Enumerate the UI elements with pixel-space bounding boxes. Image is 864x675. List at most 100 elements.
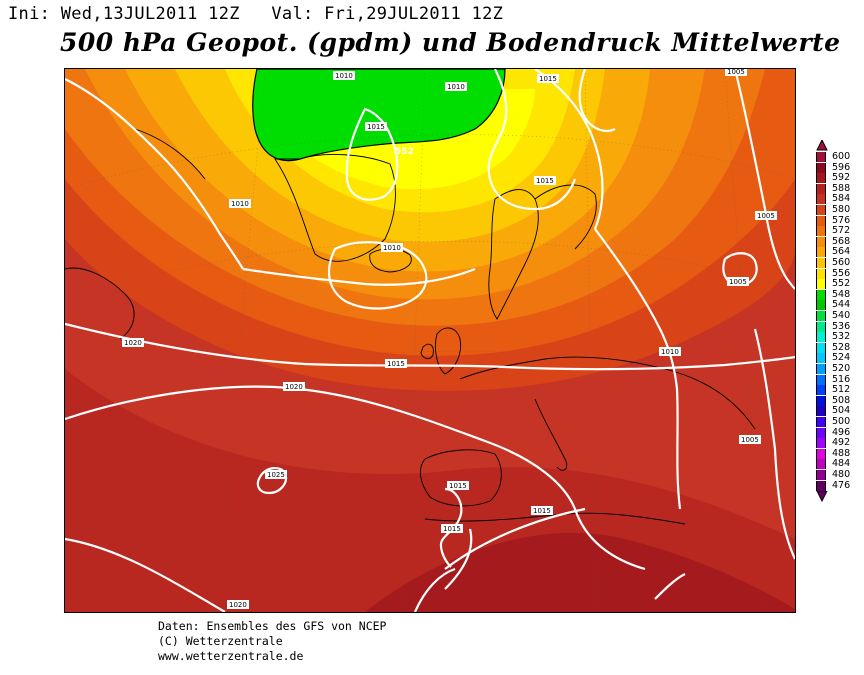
isobar-label: 1010 <box>383 244 401 252</box>
legend-label: 512 <box>832 384 851 396</box>
isobar-label: 1015 <box>533 507 551 515</box>
footer-data-source: Daten: Ensembles des GFS von NCEP <box>158 619 387 633</box>
legend-swatch <box>816 427 826 438</box>
legend-swatch <box>816 374 826 385</box>
legend-label: 560 <box>832 257 851 268</box>
legend-entry: 476 <box>816 479 864 491</box>
legend-label: 536 <box>832 320 851 332</box>
isobar-label: 1020 <box>124 339 142 347</box>
legend-entry: 508 <box>816 394 864 406</box>
legend-entry: 520 <box>816 363 864 374</box>
legend-entry: 544 <box>816 299 864 311</box>
legend-swatch <box>816 215 826 226</box>
legend-entry: 524 <box>816 352 864 364</box>
map-svg: 552 <box>65 69 795 612</box>
legend-swatch <box>816 385 826 396</box>
legend-entry: 512 <box>816 384 864 396</box>
page-title: 500 hPa Geopot. (gpdm) und Bodendruck Mi… <box>60 28 841 57</box>
legend-swatch <box>816 226 826 237</box>
legend-label: 556 <box>832 267 851 279</box>
isobar-label: 1010 <box>661 348 679 356</box>
legend-swatch <box>816 448 826 459</box>
isobar-label: 1005 <box>741 436 759 444</box>
isobar-label: 1020 <box>229 601 247 609</box>
legend-swatch <box>816 311 826 321</box>
isobar-label: 1020 <box>285 383 303 391</box>
legend-top-arrow <box>816 140 828 151</box>
legend-label: 504 <box>832 405 851 417</box>
legend-swatch <box>816 470 826 480</box>
isobar-label: 1010 <box>447 83 465 91</box>
legend-entry: 528 <box>816 341 864 353</box>
legend-swatch <box>816 194 826 205</box>
legend-entry: 484 <box>816 458 864 470</box>
isobar-label: 1015 <box>449 482 467 490</box>
legend-label: 552 <box>832 278 851 290</box>
legend-entry: 492 <box>816 437 864 449</box>
legend-swatch <box>816 258 826 268</box>
legend-label: 572 <box>832 225 851 237</box>
band-548-low <box>252 69 506 162</box>
legend-label: 600 <box>832 151 851 162</box>
init-value: Wed,13JUL2011 12Z <box>60 4 240 24</box>
legend-entry: 504 <box>816 405 864 417</box>
isobar-label: 1015 <box>367 123 385 131</box>
legend-entry: 596 <box>816 162 864 173</box>
isobar-label: 1015 <box>536 177 554 185</box>
isobar-label: 1005 <box>727 69 745 76</box>
legend-entry: 572 <box>816 225 864 237</box>
legend-swatch <box>816 289 826 300</box>
legend-entry: 536 <box>816 320 864 332</box>
legend-swatch <box>816 342 826 353</box>
legend-entry: 480 <box>816 469 864 480</box>
isobar-label: 1010 <box>335 72 353 80</box>
legend-entry: 584 <box>816 193 864 205</box>
legend-swatch <box>816 364 826 374</box>
legend-entry: 532 <box>816 331 864 343</box>
legend-label: 492 <box>832 437 851 449</box>
legend-swatch <box>816 353 826 364</box>
legend-swatch <box>816 279 826 290</box>
legend-entry: 500 <box>816 416 864 427</box>
legend-label: 476 <box>832 479 851 491</box>
legend-entry: 496 <box>816 426 864 438</box>
legend-bottom-arrow <box>816 491 828 503</box>
isobar-label: 1005 <box>757 212 775 220</box>
footer-website: www.wetterzentrale.de <box>158 649 304 663</box>
legend-swatch <box>816 173 826 184</box>
legend-label: 520 <box>832 363 851 374</box>
legend-label: 496 <box>832 426 851 438</box>
valid-label: Val: <box>271 4 314 24</box>
isobar-label: 1015 <box>387 360 405 368</box>
legend-label: 568 <box>832 235 851 247</box>
legend-swatch <box>816 205 826 215</box>
graticule <box>65 69 795 612</box>
footer-copyright: (C) Wetterzentrale <box>158 634 283 648</box>
legend-swatch <box>816 162 826 173</box>
legend-entry: 600 <box>816 151 864 162</box>
legend-swatch <box>816 332 826 343</box>
legend-entry: 580 <box>816 204 864 215</box>
legend-label: 548 <box>832 288 851 300</box>
weather-map: 552 <box>64 68 796 613</box>
valid-value: Fri,29JUL2011 12Z <box>324 4 504 24</box>
legend-label: 488 <box>832 447 851 459</box>
isobar-label: 1010 <box>231 200 249 208</box>
legend-entry: 592 <box>816 172 864 184</box>
legend-label: 588 <box>832 182 851 194</box>
legend-label: 508 <box>832 394 851 406</box>
legend-swatch <box>816 300 826 311</box>
legend-entry: 568 <box>816 235 864 247</box>
legend-label: 528 <box>832 341 851 353</box>
legend-label: 592 <box>832 172 851 184</box>
legend-entry: 552 <box>816 278 864 290</box>
init-label: Ini: <box>8 4 51 24</box>
header-line: Ini: Wed,13JUL2011 12Z Val: Fri,29JUL201… <box>8 4 503 24</box>
legend-label: 480 <box>832 469 851 480</box>
footer-credits: Daten: Ensembles des GFS von NCEP (C) We… <box>158 619 386 664</box>
legend-label: 580 <box>832 204 851 215</box>
legend-swatch <box>816 247 826 258</box>
legend-swatch <box>816 321 826 332</box>
isobar-label-group: 1010 1010 1015 1015 1015 1010 1010 1005 … <box>122 69 777 609</box>
legend-entry: 488 <box>816 447 864 459</box>
